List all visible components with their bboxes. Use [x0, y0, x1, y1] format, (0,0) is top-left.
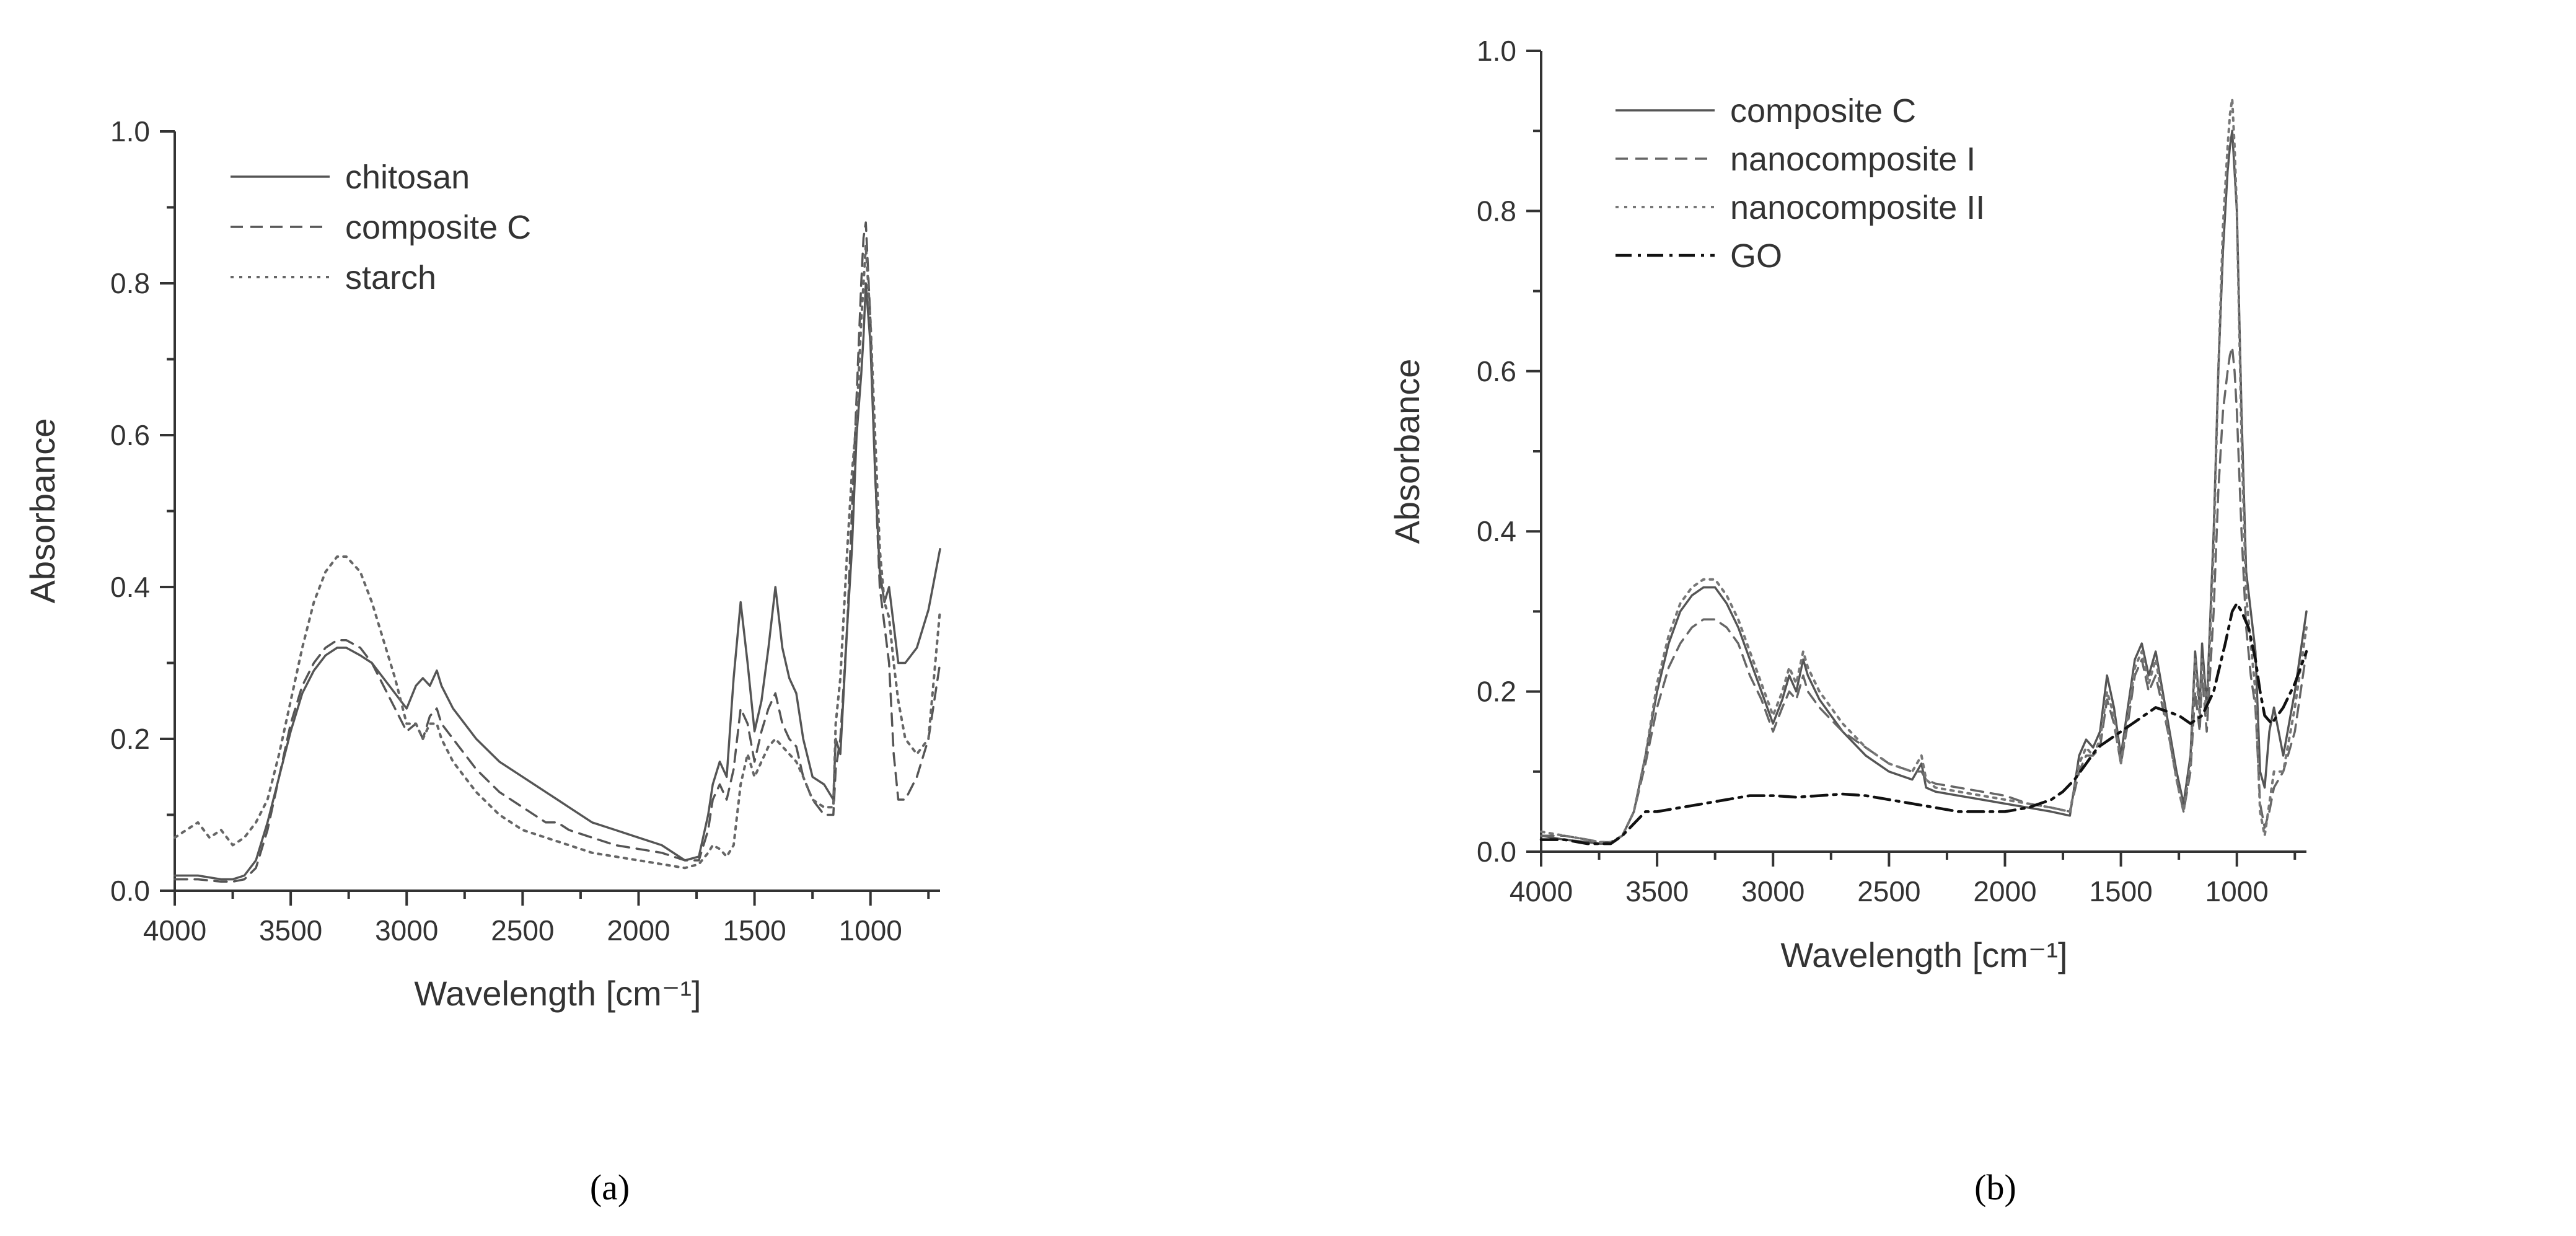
x-tick-label: 1000: [839, 914, 902, 947]
panel-a-axes: [174, 131, 940, 892]
series-line-nanocomposite-i: [1540, 346, 2308, 844]
series-line-composite-c: [1540, 130, 2308, 845]
y-tick-label: 1.0: [1477, 35, 1516, 67]
panel-a-chart: 4000 3500 3000 2500 2000 1500 1000 0.0 0.2 0.4 0.6…: [23, 115, 941, 1013]
y-tick-label: 0.0: [110, 875, 150, 907]
series-line-go: [1539, 602, 2308, 845]
x-tick-label: 3000: [1741, 875, 1805, 907]
x-tick-label: 3500: [259, 914, 322, 947]
series-line-starch: [174, 244, 941, 870]
x-tick-label: 4000: [1510, 875, 1573, 907]
y-tick-label: 0.6: [110, 419, 150, 451]
y-tick-label: 0.4: [1477, 515, 1516, 547]
series-line-nanocomposite-ii: [1540, 97, 2308, 844]
y-tick-label: 0.2: [110, 723, 150, 755]
x-tick-label: 4000: [143, 914, 206, 947]
panel-a-ticks: 4000 3500 3000 2500 2000 1500 1000 0.0 0.2 0.4 0.6…: [110, 115, 930, 947]
panel-a-x-axis-label: Wavelength [cm⁻¹]: [414, 974, 701, 1013]
panel-b-x-axis-label: Wavelength [cm⁻¹]: [1780, 935, 2067, 974]
y-tick-label: 0.4: [110, 571, 150, 603]
panel-a-y-axis-label: Absorbance: [23, 418, 62, 604]
panel-b-caption: (b): [1974, 1167, 2016, 1207]
legend-label: composite C: [1730, 92, 1916, 130]
x-tick-label: 2000: [607, 914, 670, 947]
y-tick-label: 0.8: [110, 267, 150, 299]
x-tick-label: 3000: [375, 914, 438, 947]
series-line-chitosan: [174, 282, 941, 881]
y-tick-label: 0.0: [1477, 836, 1516, 868]
legend-label: starch: [345, 259, 436, 296]
series-line-composite-c: [174, 221, 941, 883]
x-tick-label: 2500: [491, 914, 554, 947]
legend-label: composite C: [345, 209, 531, 246]
legend-label: GO: [1730, 237, 1782, 275]
panel-b-ticks: 4000 3500 3000 2500 2000 1500 1000 0.0 0.2 0.4 0.6…: [1477, 35, 2297, 907]
y-tick-label: 0.8: [1477, 195, 1516, 227]
legend-label: nanocomposite I: [1730, 141, 1976, 178]
legend-label: nanocomposite II: [1730, 189, 1985, 226]
panel-a-series: [174, 221, 941, 883]
legend-label: chitosan: [345, 159, 470, 196]
panel-a-caption: (a): [590, 1167, 630, 1207]
y-tick-label: 0.6: [1477, 355, 1516, 387]
panel-b-chart: 4000 3500 3000 2500 2000 1500 1000 0.0 0.2 0.4 0.6…: [1387, 35, 2308, 974]
x-tick-label: 1000: [2205, 875, 2269, 907]
x-tick-label: 2000: [1973, 875, 2036, 907]
x-tick-label: 2500: [1857, 875, 1920, 907]
panel-b-legend: composite C nanocomposite I nanocomposite …: [1615, 92, 1985, 275]
y-tick-label: 0.2: [1477, 676, 1516, 708]
x-tick-label: 1500: [2089, 875, 2152, 907]
panel-b-series: [1539, 97, 2308, 845]
x-tick-label: 1500: [723, 914, 786, 947]
y-tick-label: 1.0: [110, 115, 150, 148]
panel-b-y-axis-label: Absorbance: [1387, 359, 1426, 544]
panel-a-legend: chitosan composite C starch: [231, 159, 531, 296]
x-tick-label: 3500: [1625, 875, 1689, 907]
